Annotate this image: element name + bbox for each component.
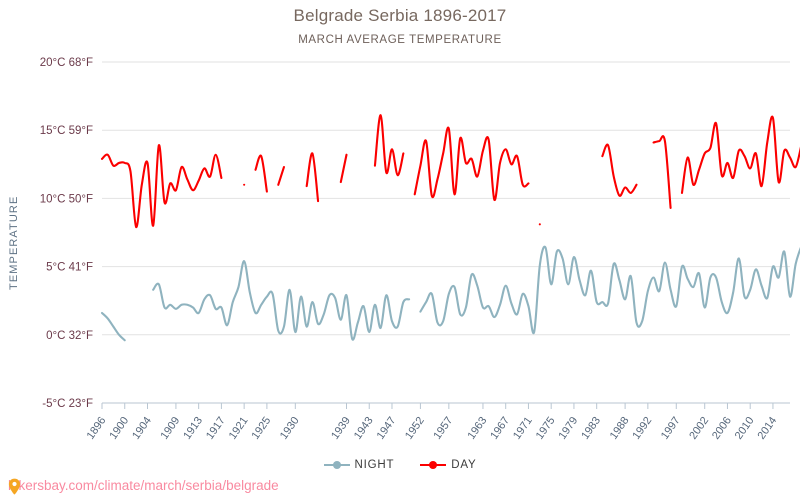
- y-axis-ticks: 20°C 68°F 15°C 59°F 10°C 50°F 5°C 41°F 0°C 3…: [40, 57, 93, 410]
- x-axis-tick-label: 1939: [329, 415, 353, 442]
- x-axis-tick-label: 1921: [227, 415, 251, 442]
- x-axis-tick-label: 1988: [608, 415, 632, 442]
- series-line-day: [254, 154, 268, 193]
- x-axis-tick-label: 1952: [403, 415, 427, 442]
- series-night: [100, 245, 800, 342]
- data-series: [100, 114, 800, 342]
- x-axis-tick-label: 1971: [511, 415, 535, 442]
- x-axis-tick-label: 1925: [249, 415, 273, 442]
- x-axis-tick-label: 1917: [204, 415, 228, 442]
- grid-lines: [102, 61, 790, 404]
- y-axis-tick-label: 15°C 59°F: [40, 125, 93, 137]
- series-line-night: [419, 245, 800, 335]
- y-axis-tick-label: -5°C 23°F: [42, 398, 93, 410]
- y-axis-tick-label: 0°C 32°F: [46, 330, 93, 342]
- chart-subtitle: MARCH AVERAGE TEMPERATURE: [298, 34, 502, 46]
- x-axis-tick-label: 2006: [710, 415, 734, 442]
- y-axis-tick-label: 10°C 50°F: [40, 193, 93, 205]
- x-axis-tick-label: 1896: [85, 415, 109, 442]
- legend-swatch-day: [420, 460, 447, 470]
- x-axis-tick-label: 1904: [130, 415, 154, 442]
- legend-swatch-night: [323, 460, 350, 470]
- series-line-day: [339, 153, 348, 184]
- series-line-day: [277, 165, 285, 186]
- x-axis-tick-label: 1943: [352, 415, 376, 442]
- legend-label-day: DAY: [451, 459, 477, 471]
- page-title: Belgrade Serbia 1896-2017: [293, 6, 507, 25]
- x-axis-tick-label: 1992: [630, 415, 654, 442]
- series-line-day: [100, 144, 223, 229]
- x-axis-tick-label: 1900: [107, 415, 131, 442]
- x-axis-tick-label: 1975: [534, 415, 558, 442]
- x-axis-tick-label: 1963: [466, 415, 490, 442]
- series-line-day: [601, 143, 638, 197]
- location-pin-icon: [8, 478, 21, 495]
- y-axis-title: TEMPERATURE: [8, 196, 20, 290]
- x-axis-tick-label: 1967: [488, 415, 512, 442]
- x-axis-tick-label: 2002: [687, 415, 711, 442]
- series-line-day: [652, 135, 672, 209]
- x-axis-tick-label: 1979: [557, 415, 581, 442]
- x-axis-tick-label: 1997: [659, 415, 683, 442]
- x-axis-tick-label: 1957: [431, 415, 455, 442]
- x-axis-tick-label: 1913: [181, 415, 205, 442]
- x-axis-tick-label: 1909: [159, 415, 183, 442]
- series-line-day: [413, 126, 530, 201]
- series-day: [100, 114, 800, 229]
- x-axis-tick-label: 1947: [375, 415, 399, 442]
- legend-label-night: NIGHT: [354, 459, 395, 471]
- chart-legend: NIGHT DAY: [0, 459, 800, 471]
- footer-url-text: hikersbay.com/climate/march/serbia/belgr…: [8, 478, 279, 493]
- y-axis-tick-label: 20°C 68°F: [40, 57, 93, 69]
- series-line-day: [305, 152, 320, 203]
- y-axis-tick-label: 5°C 41°F: [46, 262, 93, 274]
- legend-item-night[interactable]: NIGHT: [323, 459, 395, 471]
- series-line-day: [680, 115, 800, 194]
- x-axis-tick-label: 2014: [756, 415, 780, 442]
- legend-item-day[interactable]: DAY: [420, 459, 476, 471]
- series-line-day: [373, 114, 405, 177]
- series-line-night: [152, 260, 411, 341]
- x-axis-tick-label: 2010: [733, 415, 757, 442]
- series-line-night: [100, 311, 126, 342]
- x-axis-tick-label: 1983: [579, 415, 603, 442]
- footer-attribution[interactable]: hikersbay.com/climate/march/serbia/belgr…: [8, 478, 279, 495]
- x-axis-tick-label: 1930: [278, 415, 302, 442]
